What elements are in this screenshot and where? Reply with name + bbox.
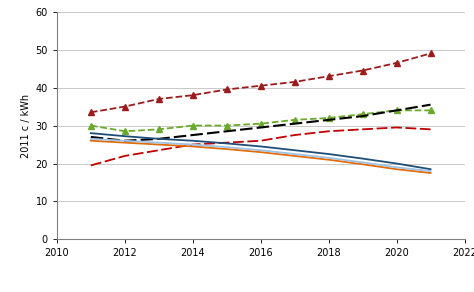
NPV Grid Electricity - Low [156, 128, 162, 131]
Annual Grid Electricity - Low [122, 154, 128, 158]
Line: Melbourne: Melbourne [91, 139, 430, 171]
NPV Grid Electricity - Low [122, 130, 128, 133]
NPV Grid Electricity - High [258, 84, 264, 88]
NPV Grid Electricity - High [224, 88, 229, 91]
Annual Grid Electricity - Low [156, 149, 162, 152]
Line: Sydney: Sydney [91, 133, 430, 169]
Melbourne [88, 137, 94, 141]
Brisbane [326, 158, 331, 161]
Brisbane [88, 139, 94, 142]
Annual Grid Electricity - Low [190, 143, 196, 146]
Annual Grid Electricity - Low [360, 128, 365, 131]
Annual Grid Electricity - Low [428, 128, 433, 131]
Brisbane [360, 163, 365, 166]
Line: NPV Grid Electricity - Low: NPV Grid Electricity - Low [88, 107, 433, 134]
Melbourne [224, 145, 229, 149]
Annual Grid Electricity - Low [394, 126, 400, 129]
Annual Grid Electricity - High [258, 126, 264, 129]
Melbourne [190, 143, 196, 146]
NPV Grid Electricity - High [394, 61, 400, 65]
Brisbane [224, 147, 229, 151]
Brisbane [394, 168, 400, 171]
NPV Grid Electricity - Low [224, 124, 229, 127]
Melbourne [394, 166, 400, 169]
NPV Grid Electricity - High [122, 105, 128, 108]
Brisbane [428, 171, 433, 175]
Annual Grid Electricity - High [88, 135, 94, 139]
Sydney [326, 152, 331, 156]
Sydney [428, 168, 433, 171]
Annual Grid Electricity - High [360, 114, 365, 118]
Sydney [190, 139, 196, 142]
NPV Grid Electricity - Low [88, 124, 94, 127]
Sydney [292, 149, 298, 152]
NPV Grid Electricity - High [428, 52, 433, 55]
NPV Grid Electricity - Low [428, 109, 433, 112]
Y-axis label: 2011 c / kWh: 2011 c / kWh [21, 93, 31, 158]
Brisbane [258, 150, 264, 154]
NPV Grid Electricity - High [156, 97, 162, 101]
Annual Grid Electricity - Low [224, 141, 229, 145]
Sydney [258, 145, 264, 148]
NPV Grid Electricity - Low [190, 124, 196, 127]
Melbourne [122, 139, 128, 142]
NPV Grid Electricity - High [190, 93, 196, 97]
Line: Annual Grid Electricity - High: Annual Grid Electricity - High [91, 105, 430, 141]
Annual Grid Electricity - Low [326, 130, 331, 133]
NPV Grid Electricity - Low [394, 109, 400, 112]
Sydney [122, 134, 128, 138]
Sydney [360, 157, 365, 160]
NPV Grid Electricity - High [326, 74, 331, 78]
NPV Grid Electricity - High [360, 69, 365, 72]
NPV Grid Electricity - Low [258, 122, 264, 126]
Annual Grid Electricity - High [428, 103, 433, 107]
Annual Grid Electricity - High [224, 130, 229, 133]
NPV Grid Electricity - Low [326, 116, 331, 120]
Annual Grid Electricity - High [156, 137, 162, 141]
Melbourne [156, 141, 162, 145]
Sydney [156, 137, 162, 141]
Brisbane [292, 154, 298, 158]
NPV Grid Electricity - High [88, 111, 94, 114]
Sydney [394, 162, 400, 165]
Melbourne [258, 149, 264, 152]
NPV Grid Electricity - Low [292, 118, 298, 122]
Melbourne [360, 161, 365, 164]
Annual Grid Electricity - High [326, 118, 331, 122]
Line: Brisbane: Brisbane [91, 141, 430, 173]
Sydney [224, 142, 229, 145]
Line: NPV Grid Electricity - High: NPV Grid Electricity - High [88, 51, 433, 115]
Annual Grid Electricity - Low [88, 164, 94, 167]
Brisbane [122, 141, 128, 145]
Annual Grid Electricity - Low [292, 133, 298, 137]
Melbourne [326, 156, 331, 160]
Annual Grid Electricity - High [122, 139, 128, 142]
Line: Annual Grid Electricity - Low: Annual Grid Electricity - Low [91, 127, 430, 165]
Annual Grid Electricity - Low [258, 139, 264, 142]
Brisbane [190, 145, 196, 148]
Melbourne [292, 152, 298, 156]
Annual Grid Electricity - High [394, 109, 400, 112]
Annual Grid Electricity - High [292, 122, 298, 126]
NPV Grid Electricity - High [292, 80, 298, 84]
Annual Grid Electricity - High [190, 133, 196, 137]
Sydney [88, 131, 94, 135]
Melbourne [428, 169, 433, 173]
Brisbane [156, 143, 162, 146]
NPV Grid Electricity - Low [360, 112, 365, 116]
